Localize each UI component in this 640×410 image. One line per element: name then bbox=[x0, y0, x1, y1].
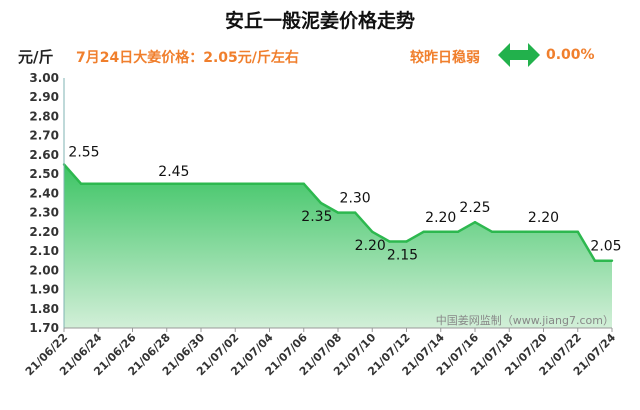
data-point bbox=[148, 182, 151, 185]
data-point bbox=[319, 201, 323, 205]
double-arrow-icon bbox=[498, 43, 540, 67]
trend-label: 较昨日稳弱 bbox=[410, 50, 480, 66]
y-tick-label: 3.00 bbox=[29, 71, 59, 85]
data-point bbox=[559, 230, 562, 233]
y-tick-label: 2.00 bbox=[29, 263, 59, 277]
y-axis-unit: 元/斤 bbox=[18, 48, 54, 66]
data-label: 2.20 bbox=[528, 210, 559, 226]
data-point bbox=[439, 230, 442, 233]
data-point bbox=[302, 182, 305, 185]
y-tick-label: 2.70 bbox=[29, 129, 59, 143]
y-tick-label: 2.20 bbox=[29, 225, 59, 239]
data-point bbox=[97, 182, 100, 185]
y-tick-label: 1.70 bbox=[29, 321, 59, 335]
y-tick-label: 2.50 bbox=[29, 167, 59, 181]
data-point bbox=[542, 230, 545, 233]
data-label: 2.05 bbox=[590, 239, 621, 255]
data-point bbox=[182, 182, 186, 185]
watermark: 中国姜网监制（www.jiang7.com） bbox=[436, 313, 614, 327]
data-point bbox=[610, 259, 614, 262]
data-point bbox=[508, 230, 511, 233]
data-point bbox=[131, 182, 134, 185]
data-point bbox=[114, 182, 117, 185]
data-point bbox=[576, 230, 579, 233]
data-point bbox=[199, 182, 203, 185]
y-tick-label: 2.10 bbox=[29, 244, 59, 258]
y-tick-label: 2.90 bbox=[29, 90, 59, 104]
data-point bbox=[234, 182, 237, 185]
data-point bbox=[216, 182, 220, 185]
data-label: 2.15 bbox=[387, 247, 418, 263]
y-tick-label: 2.40 bbox=[29, 186, 59, 200]
data-point bbox=[165, 182, 168, 185]
trend-value: 0.00% bbox=[546, 47, 595, 63]
y-tick-label: 2.30 bbox=[29, 206, 59, 220]
data-point bbox=[79, 182, 83, 185]
data-point bbox=[285, 182, 288, 185]
data-point bbox=[525, 230, 528, 233]
data-point bbox=[456, 230, 460, 233]
data-label: 2.45 bbox=[158, 164, 189, 180]
data-label: 2.30 bbox=[340, 191, 371, 207]
price-note: 7月24日大姜价格：2.05元/斤左右 bbox=[76, 50, 299, 66]
data-point bbox=[371, 230, 374, 233]
data-point bbox=[490, 230, 494, 233]
price-area bbox=[64, 164, 612, 328]
data-point bbox=[251, 182, 254, 185]
data-point bbox=[336, 211, 340, 214]
data-label: 2.55 bbox=[68, 145, 99, 161]
data-label: 2.35 bbox=[301, 209, 332, 225]
y-tick-label: 1.80 bbox=[29, 302, 59, 316]
y-tick-label: 2.80 bbox=[29, 109, 59, 123]
data-point bbox=[473, 221, 477, 224]
y-tick-label: 2.60 bbox=[29, 148, 59, 162]
data-label: 2.20 bbox=[425, 210, 456, 226]
y-tick-label: 1.90 bbox=[29, 283, 59, 297]
data-point bbox=[593, 259, 597, 262]
data-point bbox=[405, 240, 408, 243]
data-point bbox=[388, 240, 391, 243]
data-point bbox=[268, 182, 271, 185]
data-label: 2.25 bbox=[459, 200, 490, 216]
chart-title: 安丘一般泥姜价格走势 bbox=[224, 10, 415, 32]
data-point bbox=[353, 211, 357, 214]
data-point bbox=[422, 230, 425, 233]
data-label: 2.20 bbox=[355, 238, 386, 254]
